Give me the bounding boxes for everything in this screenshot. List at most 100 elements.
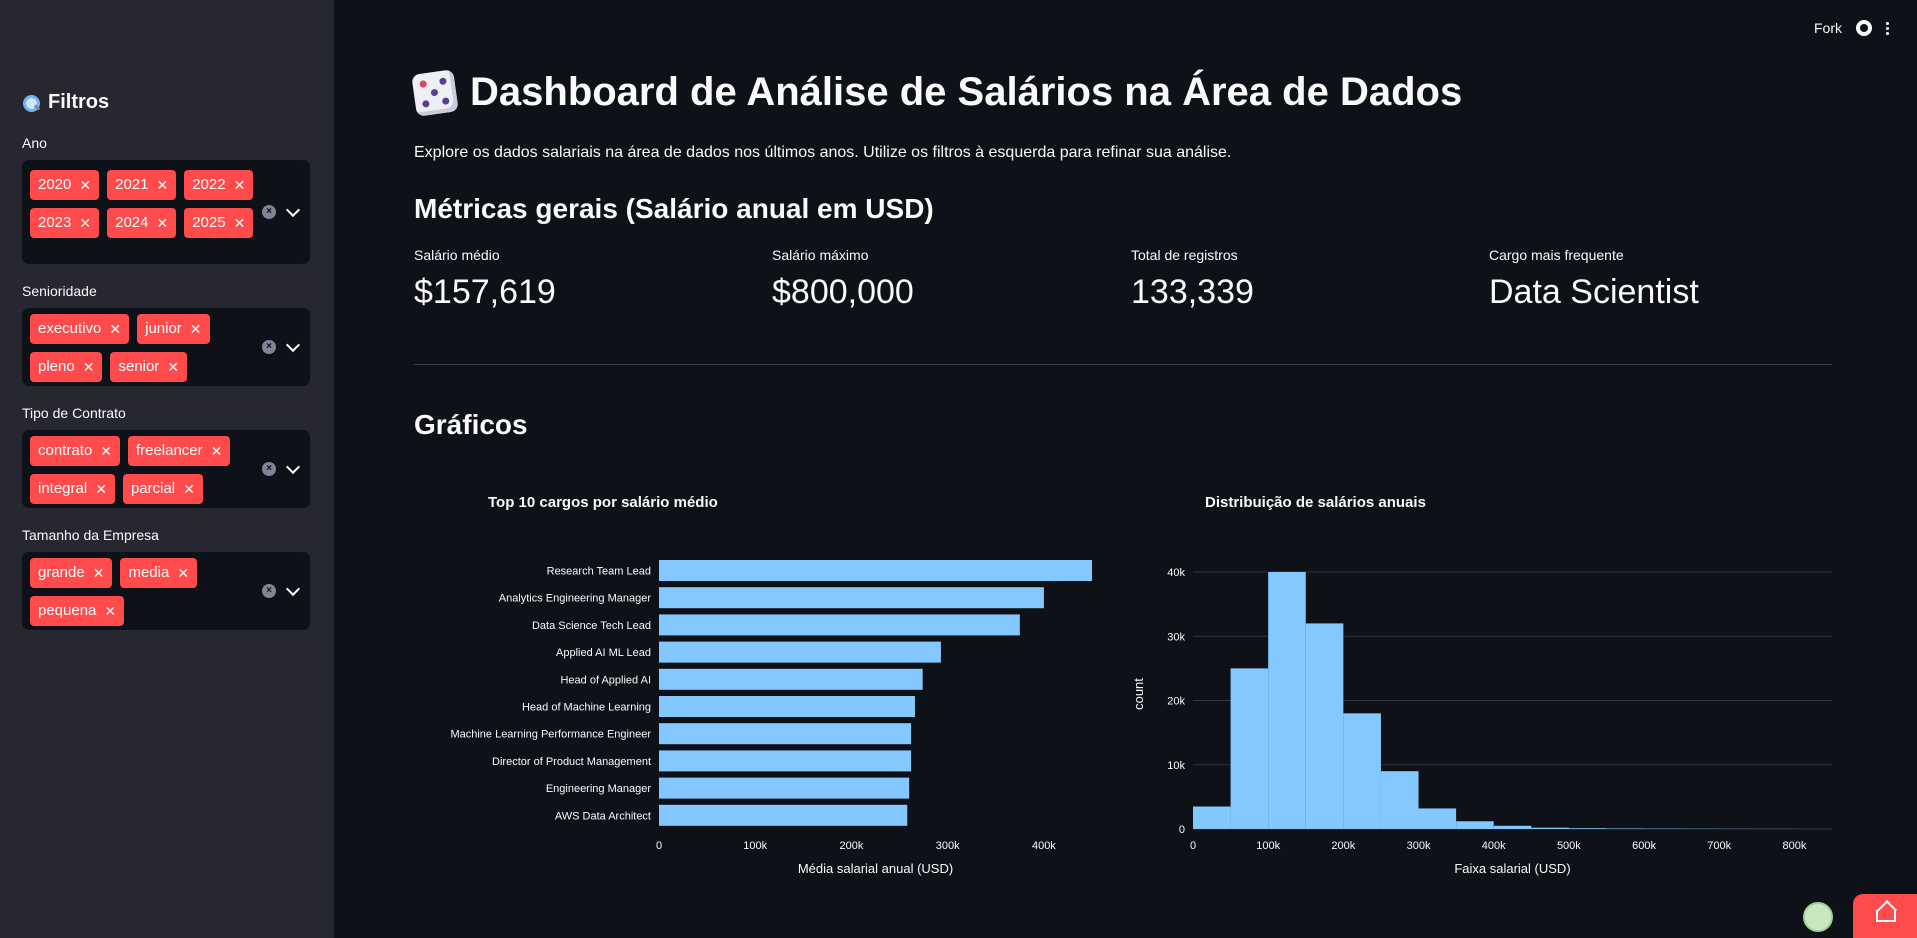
fork-button[interactable]: Fork — [1814, 20, 1842, 36]
category-label: AWS Data Architect — [555, 810, 651, 822]
tag-list: grande ✕ media ✕ pequena ✕ — [30, 558, 255, 626]
streamlit-badge[interactable] — [1853, 894, 1917, 938]
remove-tag-icon[interactable]: ✕ — [104, 603, 117, 619]
remove-tag-icon[interactable]: ✕ — [82, 359, 95, 375]
tag-chip[interactable]: parcial ✕ — [122, 474, 203, 504]
tag-chip[interactable]: integral ✕ — [30, 474, 115, 504]
tag-chip[interactable]: 2025 ✕ — [184, 208, 254, 238]
tag-chip[interactable]: pleno ✕ — [30, 352, 103, 382]
tag-chip[interactable]: pequena ✕ — [30, 596, 125, 626]
tag-label: 2025 — [192, 214, 226, 231]
clear-icon[interactable]: × — [262, 205, 276, 219]
y-tick-label: 20k — [1167, 696, 1185, 708]
bar[interactable] — [659, 804, 908, 826]
tag-label: grande — [38, 564, 85, 581]
metric-max-salary: Salário máximo $800,000 — [772, 247, 914, 312]
bar[interactable] — [659, 723, 912, 745]
bar[interactable] — [659, 750, 912, 772]
tag-chip[interactable]: junior ✕ — [137, 314, 210, 344]
remove-tag-icon[interactable]: ✕ — [156, 215, 169, 231]
remove-tag-icon[interactable]: ✕ — [95, 481, 107, 497]
bar[interactable] — [659, 641, 941, 663]
remove-tag-icon[interactable]: ✕ — [233, 215, 246, 231]
bar[interactable] — [659, 560, 1092, 581]
histogram-bin[interactable] — [1418, 808, 1457, 829]
clear-icon[interactable]: × — [262, 340, 276, 354]
tag-label: senior — [118, 358, 160, 375]
tag-label: 2024 — [115, 214, 149, 231]
tag-chip[interactable]: grande ✕ — [30, 558, 113, 588]
tag-chip[interactable]: contrato ✕ — [30, 436, 120, 466]
tag-label: integral — [38, 480, 88, 497]
tag-chip[interactable]: senior ✕ — [110, 352, 188, 382]
chevron-down-icon[interactable] — [285, 202, 301, 217]
remove-tag-icon[interactable]: ✕ — [100, 443, 112, 459]
histogram-bin[interactable] — [1343, 713, 1381, 829]
histogram-bin[interactable] — [1305, 623, 1344, 829]
bar[interactable] — [659, 696, 915, 717]
tag-chip[interactable]: 2020 ✕ — [30, 170, 100, 200]
remove-tag-icon[interactable]: ✕ — [189, 321, 202, 337]
remove-tag-icon[interactable]: ✕ — [92, 565, 105, 581]
histogram-bin[interactable] — [1606, 828, 1645, 829]
histogram-bin[interactable] — [1380, 771, 1419, 829]
clear-icon[interactable]: × — [262, 584, 276, 598]
bar[interactable] — [659, 614, 1020, 636]
histogram-bin[interactable] — [1568, 828, 1607, 829]
tag-chip[interactable]: 2022 ✕ — [184, 170, 254, 200]
tag-chip[interactable]: 2021 ✕ — [107, 170, 177, 200]
tag-chip[interactable]: 2023 ✕ — [30, 208, 100, 238]
metrics-heading: Métricas gerais (Salário anual em USD) — [414, 193, 934, 224]
remove-tag-icon[interactable]: ✕ — [233, 177, 246, 193]
histogram-bin[interactable] — [1230, 668, 1269, 829]
filter-senioridade: Senioridade executivo ✕ junior ✕ pleno ✕ senio… — [22, 283, 310, 386]
page-subtitle: Explore os dados salariais na área de da… — [414, 144, 1232, 161]
filter-ano: Ano 2020 ✕ 2021 ✕ 2022 ✕ 2023 ✕ 2024 ✕ 2025 ✕ × — [22, 135, 310, 264]
page-title-text: Dashboard de Análise de Salários na Área… — [470, 70, 1463, 114]
bar[interactable] — [659, 668, 923, 690]
tag-chip[interactable]: freelancer ✕ — [127, 436, 231, 466]
histogram-bin[interactable] — [1531, 827, 1569, 829]
bar[interactable] — [659, 777, 910, 799]
x-tick-label: 700k — [1707, 840, 1731, 852]
remove-tag-icon[interactable]: ✕ — [109, 321, 122, 337]
x-tick-label: 200k — [1331, 840, 1355, 852]
filter-tamanho-empresa: Tamanho da Empresa grande ✕ media ✕ pequena ✕… — [22, 527, 310, 630]
histogram-bin[interactable] — [1268, 572, 1306, 829]
divider — [414, 364, 1832, 365]
more-options-icon[interactable] — [1886, 21, 1889, 35]
metric-label: Cargo mais frequente — [1489, 247, 1624, 263]
remove-tag-icon[interactable]: ✕ — [183, 481, 195, 497]
tag-label: pleno — [38, 358, 75, 375]
avatar[interactable] — [1803, 902, 1833, 932]
y-tick-label: 10k — [1167, 760, 1185, 772]
multiselect-ano[interactable]: 2020 ✕ 2021 ✕ 2022 ✕ 2023 ✕ 2024 ✕ 2025 ✕ × — [22, 160, 310, 264]
tag-chip[interactable]: media ✕ — [120, 558, 198, 588]
remove-tag-icon[interactable]: ✕ — [79, 215, 92, 231]
tag-list: executivo ✕ junior ✕ pleno ✕ senior ✕ — [30, 314, 255, 382]
category-label: Analytics Engineering Manager — [499, 593, 652, 605]
multiselect-tamanho-empresa[interactable]: grande ✕ media ✕ pequena ✕ × — [22, 552, 310, 630]
tag-label: 2021 — [115, 176, 149, 193]
remove-tag-icon[interactable]: ✕ — [167, 359, 180, 375]
histogram-bin[interactable] — [1493, 825, 1532, 829]
remove-tag-icon[interactable]: ✕ — [210, 443, 223, 459]
bar[interactable] — [659, 587, 1044, 609]
remove-tag-icon[interactable]: ✕ — [79, 177, 92, 193]
histogram-bin[interactable] — [1456, 821, 1494, 829]
chevron-down-icon[interactable] — [285, 337, 301, 352]
tag-label: 2022 — [192, 176, 226, 193]
category-label: Head of Applied AI — [560, 674, 651, 686]
multiselect-senioridade[interactable]: executivo ✕ junior ✕ pleno ✕ senior ✕ × — [22, 308, 310, 386]
chevron-down-icon[interactable] — [285, 459, 301, 474]
remove-tag-icon[interactable]: ✕ — [156, 177, 169, 193]
tag-chip[interactable]: executivo ✕ — [30, 314, 130, 344]
tag-chip[interactable]: 2024 ✕ — [107, 208, 177, 238]
remove-tag-icon[interactable]: ✕ — [177, 565, 190, 581]
chevron-down-icon[interactable] — [285, 581, 301, 596]
clear-icon[interactable]: × — [262, 462, 276, 476]
multiselect-tipo-contrato[interactable]: contrato ✕ freelancer ✕ integral ✕ parcial ✕ × — [22, 430, 310, 508]
github-icon[interactable] — [1856, 20, 1872, 36]
histogram-bin[interactable] — [1193, 806, 1231, 829]
x-tick-label: 100k — [743, 840, 767, 852]
